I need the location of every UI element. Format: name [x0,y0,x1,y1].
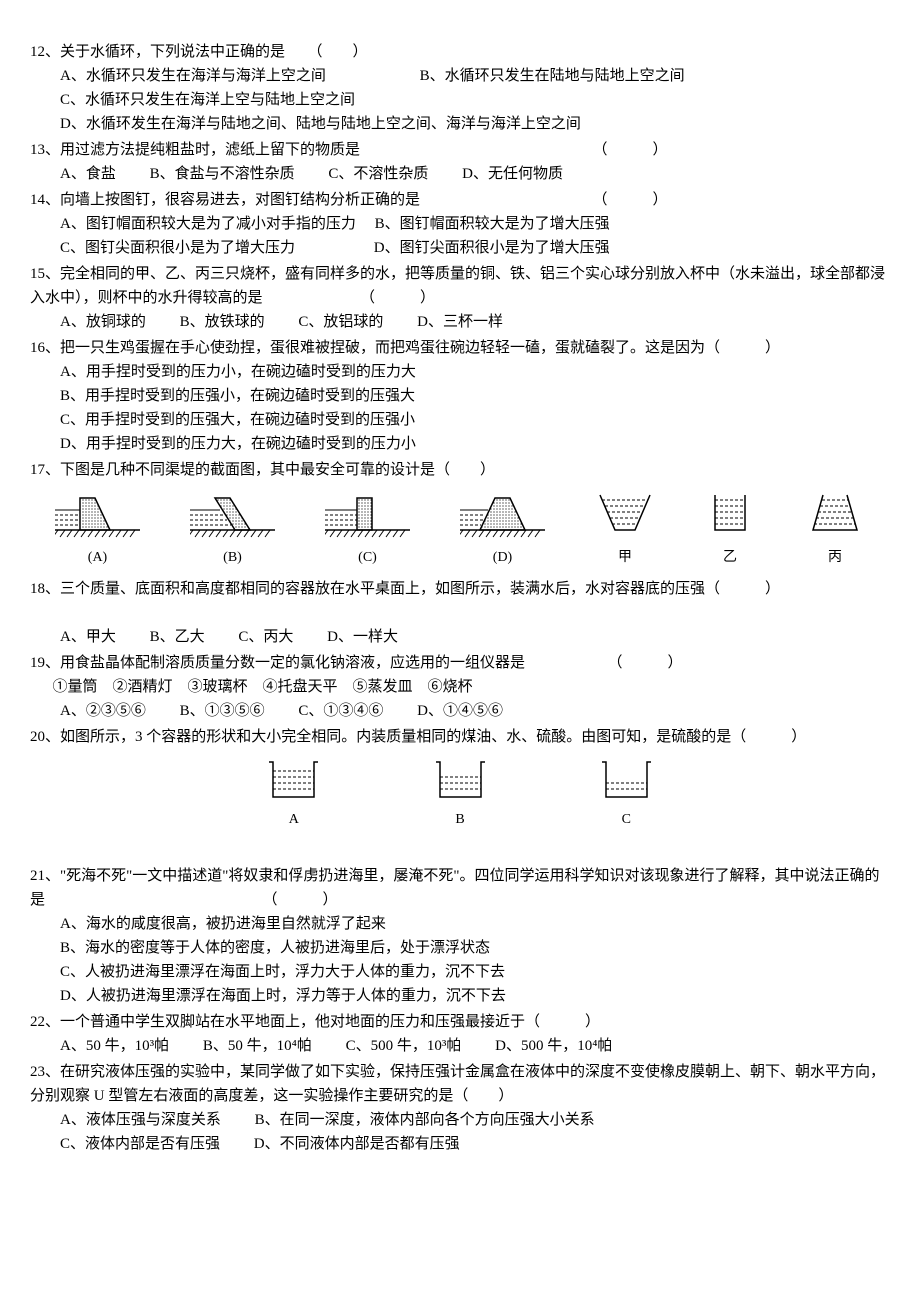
q14-opt-d: D、图钉尖面积很小是为了增大压强 [374,240,610,256]
diagram-dam-b: (B) [190,490,275,569]
diagram-beaker-a: A [261,757,326,831]
q16-stem: 16、把一只生鸡蛋握在手心使劲捏，蛋很难被捏破，而把鸡蛋往碗边轻轻一磕，蛋就磕裂… [30,336,890,360]
question-18: 18、三个质量、底面积和高度都相同的容器放在水平桌面上，如图所示，装满水后，水对… [30,577,890,649]
beaker-a-label: A [261,809,326,831]
question-15: 15、完全相同的甲、乙、丙三只烧杯，盛有同样多的水，把等质量的铜、铁、铝三个实心… [30,262,890,334]
question-16: 16、把一只生鸡蛋握在手心使劲捏，蛋很难被捏破，而把鸡蛋往碗边轻轻一磕，蛋就磕裂… [30,336,890,456]
q21-stem: 21、"死海不死"一文中描述道"将奴隶和俘虏扔进海里，屡淹不死"。四位同学运用科… [30,864,890,912]
q18-opt-b: B、乙大 [150,629,205,645]
q15-opt-d: D、三杯一样 [417,314,503,330]
q19-opt-d: D、①④⑤⑥ [417,703,503,719]
q15-stem: 15、完全相同的甲、乙、丙三只烧杯，盛有同样多的水，把等质量的铜、铁、铝三个实心… [30,262,890,310]
q21-opt-a: A、海水的咸度很高，被扔进海里自然就浮了起来 [60,916,386,932]
q22-stem: 22、一个普通中学生双脚站在水平地面上，他对地面的压力和压强最接近于（ ） [30,1010,890,1034]
question-14: 14、向墙上按图钉，很容易进去，对图钉结构分析正确的是 （ ） A、图钉帽面积较… [30,188,890,260]
q12-opt-c: C、水循环只发生在海洋上空与陆地上空之间 [60,92,355,108]
q14-options: A、图钉帽面积较大是为了减小对手指的压力 B、图钉帽面积较大是为了增大压强 C、… [30,212,890,260]
beaker-c-label: C [594,809,659,831]
q19-opt-c: C、①③④⑥ [298,703,383,719]
diagram-container-bing: 丙 [805,490,865,569]
q13-options: A、食盐 B、食盐与不溶性杂质 C、不溶性杂质 D、无任何物质 [30,162,890,186]
q19-stem: 19、用食盐晶体配制溶质质量分数一定的氯化钠溶液，应选用的一组仪器是 （ ） [30,651,890,675]
question-21: 21、"死海不死"一文中描述道"将奴隶和俘虏扔进海里，屡淹不死"。四位同学运用科… [30,864,890,1008]
q16-opt-c: C、用手捏时受到的压强大，在碗边磕时受到的压强小 [60,412,415,428]
container-bing-label: 丙 [805,547,865,569]
diagram-container-jia: 甲 [595,490,655,569]
q20-diagrams: A B C [160,757,760,831]
q20-stem: 20、如图所示，3 个容器的形状和大小完全相同。内装质量相同的煤油、水、硫酸。由… [30,725,890,749]
q18-opt-a: A、甲大 [60,629,116,645]
q18-opt-d: D、一样大 [327,629,398,645]
q18-options: A、甲大 B、乙大 C、丙大 D、一样大 [30,625,890,649]
diagram-dam-d: (D) [460,490,545,569]
q23-stem: 23、在研究液体压强的实验中，某同学做了如下实验，保持压强计金属盒在液体中的深度… [30,1060,890,1108]
q14-opt-c: C、图钉尖面积很小是为了增大压力 [60,240,295,256]
q14-opt-b: B、图钉帽面积较大是为了增大压强 [375,216,610,232]
q22-opt-c: C、500 牛，10³帕 [346,1038,462,1054]
q21-options: A、海水的咸度很高，被扔进海里自然就浮了起来 B、海水的密度等于人体的密度，人被… [30,912,890,1008]
container-yi-label: 乙 [705,547,755,569]
q15-opt-b: B、放铁球的 [180,314,265,330]
question-13: 13、用过滤方法提纯粗盐时，滤纸上留下的物质是 （ ） A、食盐 B、食盐与不溶… [30,138,890,186]
q13-opt-a: A、食盐 [60,166,116,182]
q13-stem: 13、用过滤方法提纯粗盐时，滤纸上留下的物质是 （ ） [30,138,890,162]
q23-options: A、液体压强与深度关系 B、在同一深度，液体内部向各个方向压强大小关系 C、液体… [30,1108,890,1156]
diagram-container-yi: 乙 [705,490,755,569]
q17-stem: 17、下图是几种不同渠堤的截面图，其中最安全可靠的设计是（ ） [30,458,890,482]
question-20: 20、如图所示，3 个容器的形状和大小完全相同。内装质量相同的煤油、水、硫酸。由… [30,725,890,831]
q23-opt-d: D、不同液体内部是否都有压强 [254,1136,460,1152]
q16-opt-b: B、用手捏时受到的压强小，在碗边磕时受到的压强大 [60,388,415,404]
q16-opt-a: A、用手捏时受到的压力小，在碗边磕时受到的压力大 [60,364,416,380]
dam-c-label: (C) [325,547,410,569]
q12-opt-a: A、水循环只发生在海洋与海洋上空之间 [60,68,326,84]
q12-stem: 12、关于水循环，下列说法中正确的是 （ ） [30,40,890,64]
question-17: 17、下图是几种不同渠堤的截面图，其中最安全可靠的设计是（ ） (A) (B) [30,458,890,569]
q12-opt-b: B、水循环只发生在陆地与陆地上空之间 [420,68,685,84]
q22-opt-d: D、500 牛，10⁴帕 [495,1038,612,1054]
q15-opt-c: C、放铝球的 [298,314,383,330]
q21-opt-d: D、人被扔进海里漂浮在海面上时，浮力等于人体的重力，沉不下去 [60,988,506,1004]
q13-opt-c: C、不溶性杂质 [328,166,428,182]
q13-opt-b: B、食盐与不溶性杂质 [150,166,295,182]
question-23: 23、在研究液体压强的实验中，某同学做了如下实验，保持压强计金属盒在液体中的深度… [30,1060,890,1156]
dam-a-label: (A) [55,547,140,569]
q23-opt-b: B、在同一深度，液体内部向各个方向压强大小关系 [255,1112,595,1128]
q15-opt-a: A、放铜球的 [60,314,146,330]
q18-opt-c: C、丙大 [238,629,293,645]
q17-diagrams: (A) (B) (C) [30,490,890,569]
q22-options: A、50 牛，10³帕 B、50 牛，10⁴帕 C、500 牛，10³帕 D、5… [30,1034,890,1058]
q22-opt-a: A、50 牛，10³帕 [60,1038,169,1054]
diagram-dam-a: (A) [55,490,140,569]
q23-opt-c: C、液体内部是否有压强 [60,1136,220,1152]
question-22: 22、一个普通中学生双脚站在水平地面上，他对地面的压力和压强最接近于（ ） A、… [30,1010,890,1058]
dam-d-label: (D) [460,547,545,569]
q18-stem: 18、三个质量、底面积和高度都相同的容器放在水平桌面上，如图所示，装满水后，水对… [30,577,890,601]
diagram-beaker-b: B [428,757,493,831]
q14-opt-a: A、图钉帽面积较大是为了减小对手指的压力 [60,216,356,232]
q13-opt-d: D、无任何物质 [462,166,563,182]
q16-options: A、用手捏时受到的压力小，在碗边磕时受到的压力大 B、用手捏时受到的压强小，在碗… [30,360,890,456]
q19-opt-b: B、①③⑤⑥ [180,703,265,719]
q22-opt-b: B、50 牛，10⁴帕 [203,1038,312,1054]
question-12: 12、关于水循环，下列说法中正确的是 （ ） A、水循环只发生在海洋与海洋上空之… [30,40,890,136]
q23-opt-a: A、液体压强与深度关系 [60,1112,221,1128]
question-19: 19、用食盐晶体配制溶质质量分数一定的氯化钠溶液，应选用的一组仪器是 （ ） ①… [30,651,890,723]
diagram-beaker-c: C [594,757,659,831]
q16-opt-d: D、用手捏时受到的压力大，在碗边磕时受到的压力小 [60,436,416,452]
dam-b-label: (B) [190,547,275,569]
q19-opt-a: A、②③⑤⑥ [60,703,146,719]
q15-options: A、放铜球的 B、放铁球的 C、放铝球的 D、三杯一样 [30,310,890,334]
q19-options: A、②③⑤⑥ B、①③⑤⑥ C、①③④⑥ D、①④⑤⑥ [30,699,890,723]
q12-options: A、水循环只发生在海洋与海洋上空之间 B、水循环只发生在陆地与陆地上空之间 C、… [30,64,890,136]
q14-stem: 14、向墙上按图钉，很容易进去，对图钉结构分析正确的是 （ ） [30,188,890,212]
q21-opt-b: B、海水的密度等于人体的密度，人被扔进海里后，处于漂浮状态 [60,940,490,956]
q21-opt-c: C、人被扔进海里漂浮在海面上时，浮力大于人体的重力，沉不下去 [60,964,505,980]
beaker-b-label: B [428,809,493,831]
q19-items: ①量筒 ②酒精灯 ③玻璃杯 ④托盘天平 ⑤蒸发皿 ⑥烧杯 [30,675,890,699]
container-jia-label: 甲 [595,547,655,569]
diagram-dam-c: (C) [325,490,410,569]
q12-opt-d: D、水循环发生在海洋与陆地之间、陆地与陆地上空之间、海洋与海洋上空之间 [60,116,581,132]
